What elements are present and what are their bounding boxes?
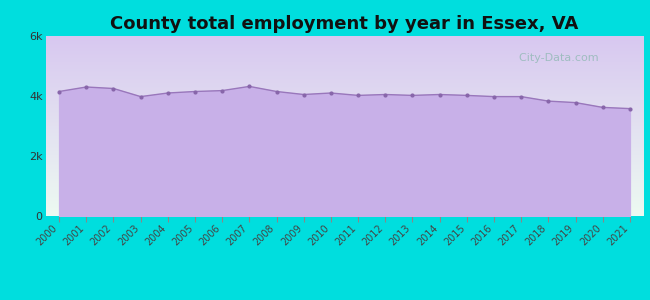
Text: City-Data.com: City-Data.com bbox=[512, 52, 599, 63]
Title: County total employment by year in Essex, VA: County total employment by year in Essex… bbox=[111, 15, 578, 33]
